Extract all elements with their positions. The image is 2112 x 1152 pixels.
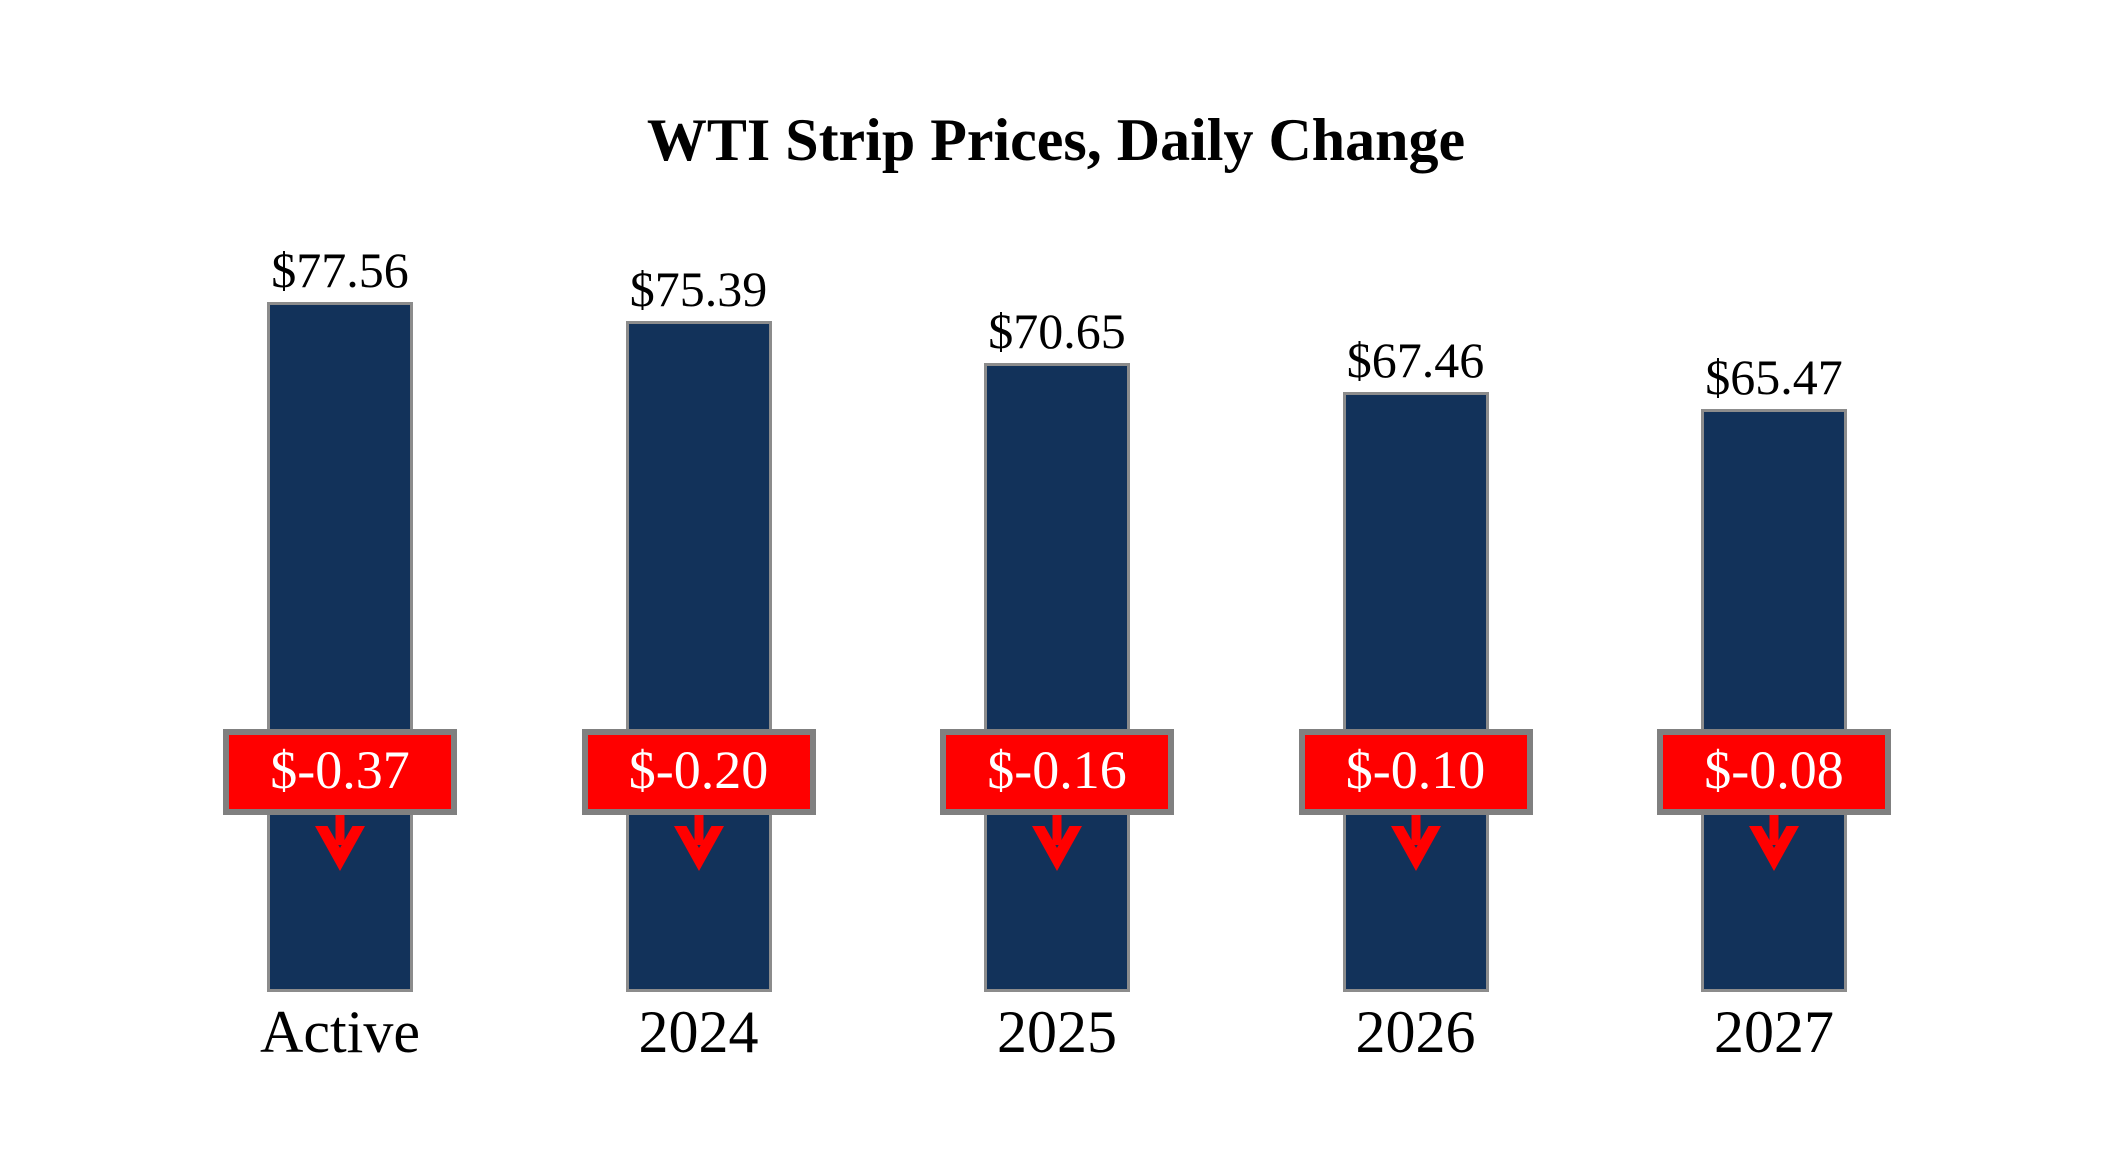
category-label: 2026 — [1355, 999, 1476, 1065]
change-label: $-0.20 — [628, 740, 769, 800]
change-box: $-0.20 — [581, 729, 816, 815]
price-bar — [267, 302, 413, 992]
price-bar — [625, 321, 772, 992]
bar-group-2024: $75.39 $-0.20 2024 — [581, 0, 816, 1152]
category-label: 2025 — [997, 999, 1117, 1065]
change-label: $-0.08 — [1704, 740, 1844, 800]
bar-group-active: $77.56 $-0.37 Active — [223, 0, 457, 1152]
category-label: Active — [260, 999, 420, 1065]
change-box: $-0.10 — [1298, 729, 1533, 815]
bar-group-2026: $67.46 $-0.10 2026 — [1298, 0, 1533, 1152]
price-bar — [984, 363, 1130, 992]
price-label: $77.56 — [271, 241, 409, 298]
change-box: $-0.16 — [940, 729, 1174, 815]
down-arrow-icon — [1032, 814, 1082, 871]
change-label: $-0.16 — [987, 740, 1127, 800]
down-arrow-icon — [673, 814, 724, 871]
down-arrow-icon — [315, 814, 365, 871]
bar-group-2025: $70.65 $-0.16 2025 — [940, 0, 1174, 1152]
price-label: $75.39 — [629, 260, 768, 317]
change-label: $-0.37 — [270, 740, 410, 800]
chart-title: WTI Strip Prices, Daily Change — [646, 107, 1466, 173]
price-label: $65.47 — [1705, 348, 1843, 405]
bar-group-2027: $65.47 $-0.08 2027 — [1657, 0, 1891, 1152]
change-box: $-0.08 — [1657, 729, 1891, 815]
category-label: 2027 — [1714, 999, 1834, 1065]
change-label: $-0.10 — [1345, 740, 1486, 800]
down-arrow-icon — [1390, 814, 1441, 871]
price-label: $67.46 — [1346, 331, 1485, 388]
change-box: $-0.37 — [223, 729, 457, 815]
down-arrow-icon — [1749, 814, 1799, 871]
price-bar — [1342, 392, 1489, 992]
price-bar — [1701, 409, 1847, 992]
price-label: $70.65 — [988, 302, 1126, 359]
category-label: 2024 — [638, 999, 759, 1065]
